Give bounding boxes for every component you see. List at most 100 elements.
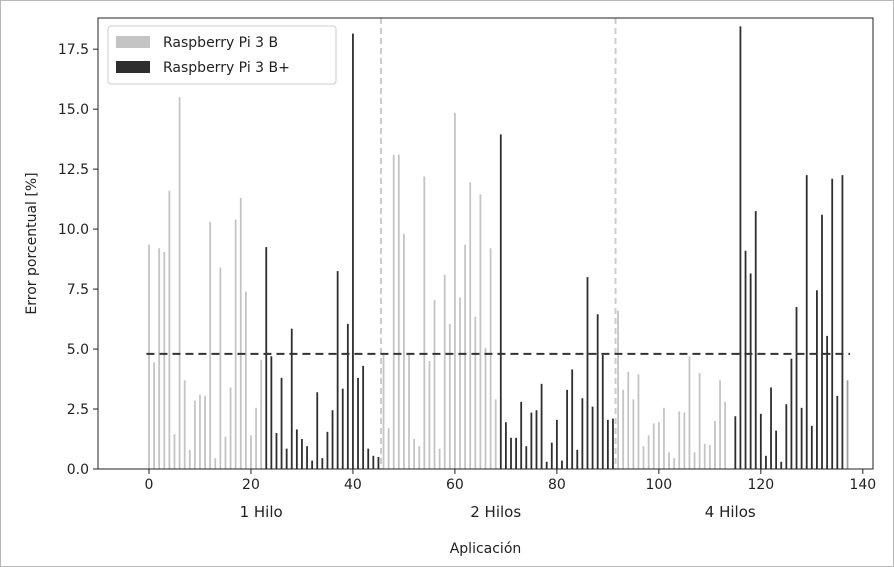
bar-pi3bplus-82 [566,389,568,469]
bar-pi3b-57 [438,448,441,469]
y-tick-label-2: 5.0 [67,342,89,358]
bar-pi3b-49 [397,154,400,469]
bar-pi3bplus-78 [545,461,548,469]
group-label-0: 1 Hilo [240,503,283,521]
bar-pi3bplus-80 [555,419,558,469]
bar-pi3bplus-72 [515,437,517,469]
bar-pi3b-0 [148,244,150,469]
bar-pi3b-61 [459,297,461,469]
bar-pi3b-112 [719,380,721,469]
bar-pi3bplus-24 [270,356,273,469]
bar-pi3bplus-70 [504,422,507,469]
bar-pi3bplus-89 [601,355,604,469]
bar-pi3b-63 [469,182,472,469]
legend: Raspberry Pi 3 B Raspberry Pi 3 B+ [107,25,337,85]
bar-pi3b-10 [199,394,201,469]
bar-pi3bplus-81 [561,460,563,469]
bar-pi3bplus-129 [805,175,808,470]
y-tick-label-7: 17.5 [58,42,89,58]
bar-pi3bplus-134 [831,178,834,469]
bar-pi3bplus-32 [311,460,314,469]
bar-pi3b-9 [193,400,196,469]
bar-pi3b-14 [219,267,222,469]
bar-pi3b-66 [484,347,487,469]
x-tick-label-60: 60 [446,477,464,493]
bar-pi3bplus-23 [265,247,268,469]
bar-pi3bplus-117 [744,250,747,469]
bar-pi3bplus-69 [499,134,502,470]
bar-pi3bplus-115 [734,416,737,469]
group-label-2: 4 Hilos [705,503,756,521]
bar-pi3bplus-91 [612,418,614,469]
bar-pi3b-3 [163,251,166,469]
bar-pi3b-20 [250,435,252,469]
bar-pi3b-53 [418,446,421,469]
bar-pi3bplus-124 [780,461,783,469]
bar-pi3bplus-119 [754,211,757,469]
bar-pi3bplus-76 [535,410,538,469]
bar-pi3bplus-39 [346,323,349,469]
legend-box [107,25,337,85]
bar-pi3b-2 [158,248,161,469]
bar-pi3b-106 [688,356,691,469]
bar-pi3b-62 [464,244,467,469]
bar-pi3bplus-128 [800,407,803,469]
bar-pi3bplus-31 [306,446,308,469]
x-tick-label-120: 120 [747,477,774,493]
bar-pi3b-18 [239,197,242,469]
bar-pi3bplus-27 [285,448,288,469]
bar-pi3bplus-42 [362,365,365,469]
bar-pi3bplus-74 [525,446,528,469]
bar-pi3b-59 [448,323,451,469]
bar-pi3b-11 [204,395,206,469]
bar-pi3b-15 [224,436,227,469]
group-separators [379,18,617,469]
x-tick-label-80: 80 [548,477,566,493]
bar-pi3b-46 [382,355,385,469]
bar-pi3b-110 [708,445,711,469]
x-tick-label-140: 140 [849,477,876,493]
bar-pi3b-64 [474,316,477,469]
bar-pi3b-16 [229,387,232,469]
legend-label-raspberry-pi-3-b: Raspberry Pi 3 B [163,35,278,51]
legend-swatch-raspberry-pi-3-b [116,36,150,48]
bar-pi3bplus-26 [280,377,283,469]
bar-pi3b-47 [387,428,390,469]
bar-pi3bplus-36 [331,410,334,469]
bar-pi3bplus-79 [550,442,553,469]
y-tick-label-5: 12.5 [58,162,89,178]
bar-pi3bplus-28 [290,328,293,469]
bar-pi3bplus-34 [321,458,324,469]
bar-pi3b-12 [209,221,212,469]
bar-pi3bplus-44 [372,455,375,469]
x-tick-label-0: 0 [145,477,154,493]
bar-pi3bplus-41 [357,377,359,469]
bar-pi3bplus-130 [810,425,813,469]
bar-pi3b-4 [168,190,171,470]
bar-pi3b-109 [703,443,706,469]
bar-pi3b-96 [637,374,640,469]
bar-pi3bplus-125 [785,404,788,469]
bar-pi3bplus-132 [821,214,823,469]
y-tick-label-1: 2.5 [67,402,89,418]
bar-pi3bplus-123 [775,430,778,469]
x-axis-label: Aplicación [450,541,522,557]
bar-pi3bplus-33 [316,392,319,469]
bar-pi3b-102 [668,452,670,469]
bar-pi3b-97 [642,446,645,469]
bar-pi3b-100 [657,422,660,469]
bar-pi3bplus-25 [275,433,278,469]
bar-pi3bplus-71 [510,437,512,469]
bar-pi3b-68 [494,399,497,469]
bar-pi3bplus-131 [816,290,818,469]
group-labels: 1 Hilo 2 Hilos 4 Hilos [240,503,756,521]
bar-pi3b-55 [428,361,431,469]
bar-pi3b-111 [714,421,716,469]
x-axis-ticks: 0 20 40 60 80 100 120 140 [145,469,876,493]
bar-pi3bplus-45 [377,457,380,469]
bar-pi3b-93 [622,389,625,469]
bar-pi3b-95 [632,399,635,469]
bar-pi3bplus-127 [795,307,798,469]
x-tick-label-40: 40 [344,477,362,493]
bar-pi3b-60 [454,112,456,469]
